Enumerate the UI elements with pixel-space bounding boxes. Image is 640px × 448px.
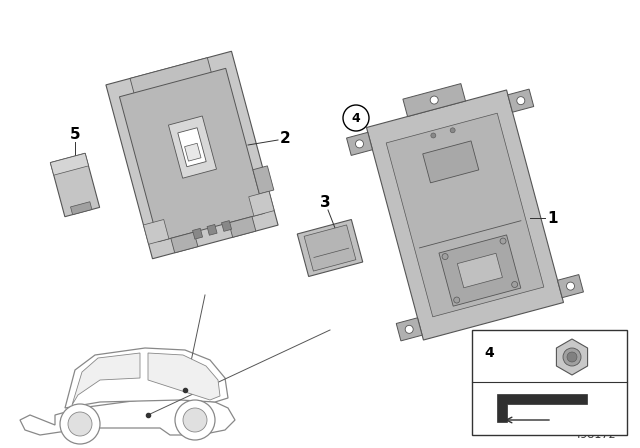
Polygon shape bbox=[508, 89, 534, 112]
Text: 1: 1 bbox=[547, 211, 557, 225]
Circle shape bbox=[355, 140, 364, 148]
Polygon shape bbox=[253, 166, 274, 194]
Polygon shape bbox=[221, 220, 232, 231]
Circle shape bbox=[431, 133, 436, 138]
Circle shape bbox=[60, 404, 100, 444]
Polygon shape bbox=[171, 232, 198, 253]
Polygon shape bbox=[228, 216, 256, 237]
Text: 498172: 498172 bbox=[573, 430, 616, 440]
Polygon shape bbox=[51, 153, 88, 175]
Circle shape bbox=[442, 254, 448, 259]
Polygon shape bbox=[148, 353, 220, 400]
Polygon shape bbox=[20, 398, 235, 435]
Text: 2: 2 bbox=[280, 130, 291, 146]
Polygon shape bbox=[51, 153, 100, 217]
Circle shape bbox=[512, 281, 518, 288]
Polygon shape bbox=[423, 141, 479, 183]
Circle shape bbox=[450, 128, 455, 133]
Circle shape bbox=[405, 325, 413, 333]
Circle shape bbox=[175, 400, 215, 440]
Circle shape bbox=[68, 412, 92, 436]
Polygon shape bbox=[297, 220, 363, 276]
Circle shape bbox=[563, 348, 581, 366]
Circle shape bbox=[517, 97, 525, 105]
Polygon shape bbox=[304, 225, 356, 271]
Polygon shape bbox=[168, 116, 216, 178]
Polygon shape bbox=[249, 191, 274, 216]
Polygon shape bbox=[207, 224, 217, 235]
Polygon shape bbox=[439, 235, 521, 306]
Bar bbox=[472, 330, 627, 435]
Polygon shape bbox=[396, 318, 422, 341]
Polygon shape bbox=[106, 51, 278, 259]
Polygon shape bbox=[178, 128, 206, 167]
Circle shape bbox=[454, 297, 460, 303]
Circle shape bbox=[566, 282, 575, 290]
Circle shape bbox=[500, 238, 506, 244]
Text: 4: 4 bbox=[484, 346, 493, 360]
Polygon shape bbox=[458, 253, 502, 288]
Polygon shape bbox=[70, 202, 92, 215]
Polygon shape bbox=[556, 339, 588, 375]
Polygon shape bbox=[386, 113, 544, 317]
Polygon shape bbox=[193, 228, 203, 239]
Polygon shape bbox=[367, 90, 563, 340]
Polygon shape bbox=[403, 84, 465, 116]
Polygon shape bbox=[497, 394, 587, 422]
Polygon shape bbox=[346, 132, 372, 155]
Polygon shape bbox=[143, 220, 169, 244]
Polygon shape bbox=[184, 143, 201, 161]
Polygon shape bbox=[120, 69, 264, 241]
Polygon shape bbox=[72, 353, 140, 405]
Polygon shape bbox=[65, 348, 228, 408]
Circle shape bbox=[183, 408, 207, 432]
Polygon shape bbox=[557, 275, 584, 297]
Circle shape bbox=[567, 352, 577, 362]
Text: 5: 5 bbox=[70, 126, 80, 142]
Circle shape bbox=[343, 105, 369, 131]
Circle shape bbox=[430, 96, 438, 104]
Text: 4: 4 bbox=[351, 112, 360, 125]
Polygon shape bbox=[130, 58, 215, 108]
Text: 3: 3 bbox=[320, 194, 330, 210]
